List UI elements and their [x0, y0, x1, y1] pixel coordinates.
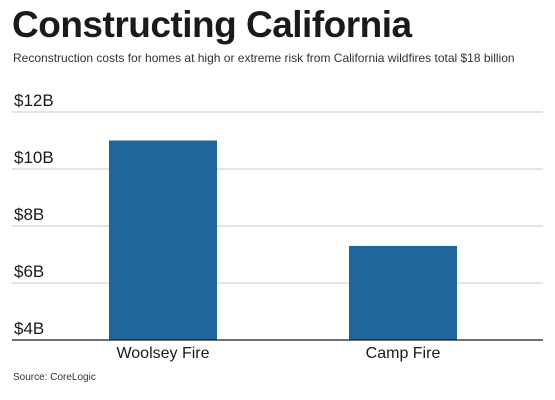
- y-tick-label: $4B: [14, 319, 44, 338]
- x-tick-label: Woolsey Fire: [116, 345, 209, 362]
- bar-camp-fire: [349, 245, 457, 340]
- y-tick-label: $6B: [14, 262, 44, 281]
- y-tick-label: $8B: [14, 205, 44, 224]
- chart-title: Constructing California: [12, 4, 412, 45]
- y-tick-label: $12B: [14, 91, 54, 110]
- x-tick-label: Camp Fire: [366, 345, 441, 362]
- bar-woolsey-fire: [109, 140, 217, 340]
- source-note: Source: CoreLogic: [13, 372, 96, 383]
- y-tick-label: $10B: [14, 148, 54, 167]
- chart-subtitle: Reconstruction costs for homes at high o…: [13, 51, 515, 65]
